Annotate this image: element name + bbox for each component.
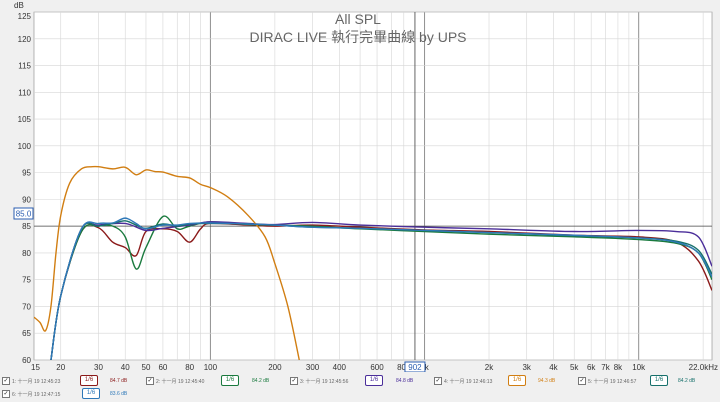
legend-item[interactable]: ✓ 1: 十一月 19 12:45:23 1/6 84.7 dB: [2, 375, 145, 387]
series-label: 5: 十一月 19 12:46:57: [588, 379, 637, 385]
y-tick-label: 115: [18, 62, 31, 71]
x-tick-label: 800: [397, 363, 411, 372]
x-tick-label: 400: [333, 363, 347, 372]
x-tick-label: 8k: [614, 363, 623, 372]
series-line: [34, 165, 300, 360]
y-tick-label: 100: [18, 142, 32, 151]
x-tick-label: 4k: [549, 363, 558, 372]
smoothing-button[interactable]: 1/6: [508, 375, 526, 386]
series-checkbox[interactable]: ✓: [146, 377, 154, 385]
smoothing-button[interactable]: 1/6: [80, 375, 98, 386]
x-tick-label: 100: [204, 363, 218, 372]
y-tick-label: 75: [22, 276, 31, 285]
y-tick-label: 105: [18, 115, 32, 124]
axes: 60 65 70 75 80 85 90 95 100 105 110 115 120 125 15 20 30…: [18, 12, 718, 372]
series-label: 6: 十一月 19 12:47:15: [12, 392, 61, 398]
y-tick-label: 90: [22, 195, 31, 204]
reference-level-label: 85.0: [16, 210, 32, 219]
series-value: 84.2 dB: [252, 378, 270, 384]
y-tick-label: 65: [22, 329, 31, 338]
x-tick-label: 6k: [587, 363, 596, 372]
series-label: 3: 十一月 19 12:45:56: [300, 379, 349, 385]
x-tick-label: 80: [185, 363, 194, 372]
x-tick-label: 5k: [570, 363, 579, 372]
x-tick-label: 3k: [522, 363, 531, 372]
series-label: 2: 十一月 19 12:45:40: [156, 379, 205, 385]
cursor-label: 902: [408, 363, 422, 372]
y-tick-label: 95: [22, 169, 31, 178]
y-tick-label: 60: [22, 356, 31, 365]
x-tick-label: 40: [121, 363, 130, 372]
x-tick-label: 7k: [601, 363, 610, 372]
series-value: 94.3 dB: [538, 378, 556, 384]
smoothing-button[interactable]: 1/6: [82, 388, 100, 399]
smoothing-button[interactable]: 1/6: [221, 375, 239, 386]
y-axis-label: dB: [14, 1, 24, 10]
x-tick-label: 10k: [632, 363, 646, 372]
series-value: 84.2 dB: [678, 378, 696, 384]
series-checkbox[interactable]: ✓: [290, 377, 298, 385]
spl-chart: 60 65 70 75 80 85 90 95 100 105 110 115 120 125 15 20 30…: [13, 1, 718, 372]
y-tick-label: 85: [22, 222, 31, 231]
x-tick-label: 20: [56, 363, 65, 372]
series-line: [50, 217, 712, 360]
cursor-marker[interactable]: 902: [404, 361, 426, 372]
x-tick-label: 2k: [485, 363, 494, 372]
y-tick-label: 110: [18, 88, 31, 97]
plot-area: [33, 11, 713, 361]
x-tick-label: 200: [268, 363, 282, 372]
series-checkbox[interactable]: ✓: [2, 377, 10, 385]
reference-level-marker[interactable]: 85.0: [13, 207, 34, 220]
series-lines: [34, 165, 712, 360]
legend-item[interactable]: ✓ 2: 十一月 19 12:45:40 1/6 84.2 dB: [146, 375, 289, 387]
x-tick-label: 300: [306, 363, 320, 372]
legend-item[interactable]: ✓ 5: 十一月 19 12:46:57 1/6 84.2 dB: [578, 375, 720, 387]
chart-title: All SPL: [335, 11, 381, 27]
series-value: 83.6 dB: [110, 391, 128, 397]
grid: [34, 11, 712, 361]
chart-subtitle: DIRAC LIVE 執行完畢曲線 by UPS: [249, 29, 466, 45]
series-value: 84.8 dB: [396, 378, 414, 384]
smoothing-button[interactable]: 1/6: [650, 375, 668, 386]
series-checkbox[interactable]: ✓: [578, 377, 586, 385]
series-value: 84.7 dB: [110, 378, 128, 384]
legend-item[interactable]: ✓ 6: 十一月 19 12:47:15 1/6 83.6 dB: [2, 388, 145, 400]
y-tick-label: 70: [22, 302, 31, 311]
series-label: 1: 十一月 19 12:45:23: [12, 379, 61, 385]
y-tick-label: 120: [18, 35, 32, 44]
x-tick-label: 15: [31, 363, 40, 372]
x-tick-label: 600: [370, 363, 384, 372]
legend-row: ✓ 1: 十一月 19 12:45:23 1/6 84.7 dB ✓ 2: 十一…: [0, 375, 720, 388]
smoothing-button[interactable]: 1/6: [365, 375, 383, 386]
legend-item[interactable]: ✓ 4: 十一月 19 12:46:13 1/6 94.3 dB: [434, 375, 577, 387]
x-tick-label: 60: [158, 363, 167, 372]
series-label: 4: 十一月 19 12:46:13: [444, 379, 493, 385]
y-tick-label: 125: [18, 12, 32, 21]
legend-row: ✓ 6: 十一月 19 12:47:15 1/6 83.6 dB: [0, 388, 720, 401]
x-tick-label: 50: [142, 363, 151, 372]
y-tick-label: 80: [22, 249, 31, 258]
x-tick-label: 22.0kHz: [689, 363, 718, 372]
legend-item[interactable]: ✓ 3: 十一月 19 12:45:56 1/6 84.8 dB: [290, 375, 433, 387]
series-checkbox[interactable]: ✓: [434, 377, 442, 385]
x-tick-label: 30: [94, 363, 103, 372]
series-checkbox[interactable]: ✓: [2, 390, 10, 398]
